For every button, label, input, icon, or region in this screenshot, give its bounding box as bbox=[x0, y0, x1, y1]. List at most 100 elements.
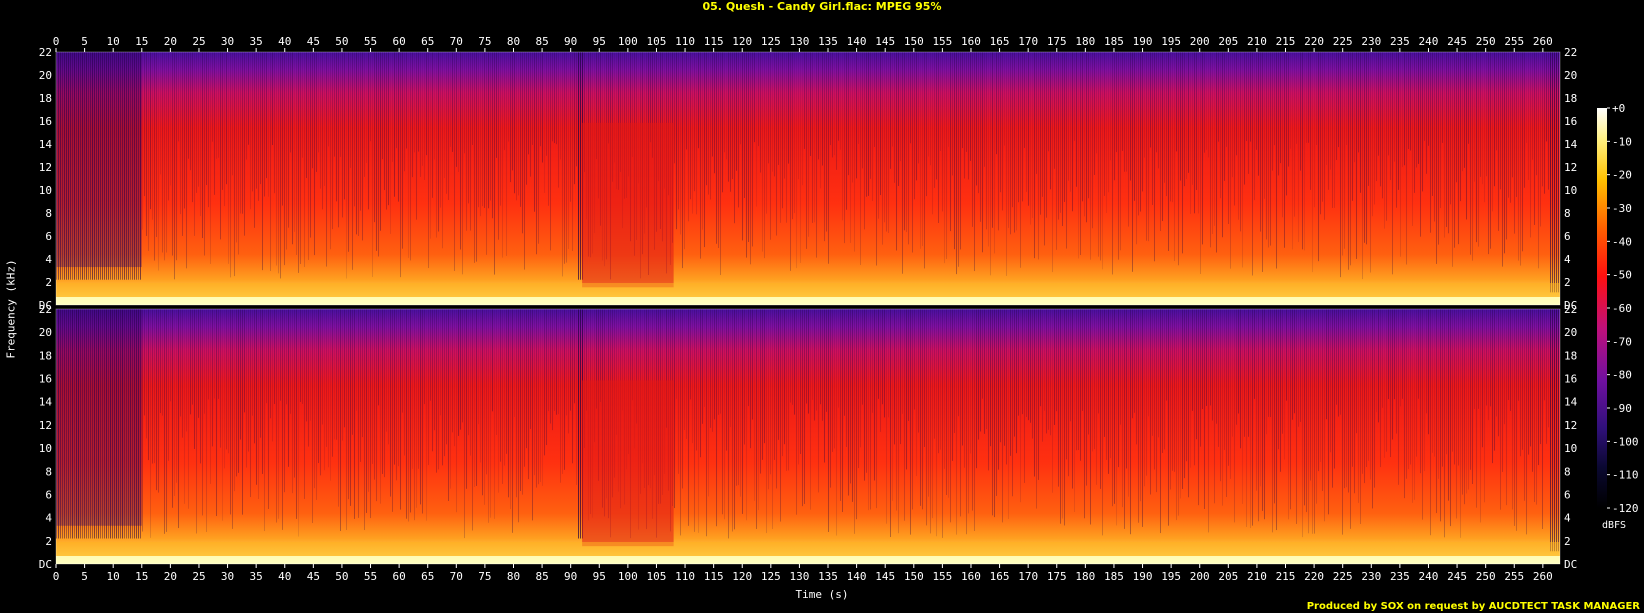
colorbar-tick-label: -30 bbox=[1612, 202, 1632, 215]
y-tick-label-right: 18 bbox=[1564, 92, 1577, 105]
x-tick-bottom-label: 220 bbox=[1304, 570, 1324, 583]
x-tick-bottom-label: 35 bbox=[250, 570, 263, 583]
x-tick-top-label: 260 bbox=[1533, 35, 1553, 48]
y-tick-label-left: 4 bbox=[45, 253, 52, 266]
x-tick-top-label: 135 bbox=[818, 35, 838, 48]
x-tick-top-label: 255 bbox=[1504, 35, 1524, 48]
x-tick-bottom-label: 200 bbox=[1190, 570, 1210, 583]
x-tick-bottom-label: 230 bbox=[1361, 570, 1381, 583]
x-tick-bottom-label: 100 bbox=[618, 570, 638, 583]
x-tick-top-label: 120 bbox=[732, 35, 752, 48]
x-tick-top-label: 160 bbox=[961, 35, 981, 48]
colorbar-tick-label: -10 bbox=[1612, 135, 1632, 148]
channel-panel-2 bbox=[55, 308, 1561, 565]
y-tick-label-right: DC bbox=[1564, 299, 1577, 312]
colorbar-tick-label: -20 bbox=[1612, 169, 1632, 182]
x-tick-top-label: 70 bbox=[450, 35, 463, 48]
x-tick-top-label: 235 bbox=[1390, 35, 1410, 48]
low-band bbox=[56, 556, 1560, 564]
x-tick-bottom-label: 110 bbox=[675, 570, 695, 583]
colorbar-tick-label: +0 bbox=[1612, 102, 1625, 115]
y-tick-label-right: DC bbox=[1564, 558, 1577, 571]
y-tick-label-left: 14 bbox=[39, 396, 53, 409]
x-tick-bottom-label: 90 bbox=[564, 570, 577, 583]
colorbar-tick-label: -90 bbox=[1612, 402, 1632, 415]
x-tick-top-label: 185 bbox=[1104, 35, 1124, 48]
x-tick-bottom-label: 50 bbox=[335, 570, 348, 583]
y-tick-label-left: 10 bbox=[39, 184, 52, 197]
x-tick-top-label: 5 bbox=[81, 35, 88, 48]
channel-panel-1 bbox=[55, 51, 1561, 306]
x-tick-top-label: 155 bbox=[932, 35, 952, 48]
y-tick-label-left: 6 bbox=[45, 488, 52, 501]
x-tick-bottom-label: 250 bbox=[1476, 570, 1496, 583]
breakdown-shade bbox=[582, 122, 674, 288]
x-tick-bottom-label: 85 bbox=[535, 570, 548, 583]
x-tick-bottom-label: 260 bbox=[1533, 570, 1553, 583]
x-tick-top-label: 20 bbox=[164, 35, 177, 48]
y-tick-label-right: 6 bbox=[1564, 230, 1571, 243]
y-tick-label-left: 4 bbox=[45, 512, 52, 525]
x-tick-top-label: 65 bbox=[421, 35, 434, 48]
y-tick-label-right: 22 bbox=[1564, 303, 1577, 316]
x-tick-bottom-label: 225 bbox=[1333, 570, 1353, 583]
x-tick-bottom-label: 165 bbox=[990, 570, 1010, 583]
x-tick-bottom-label: 255 bbox=[1504, 570, 1524, 583]
x-tick-top-label: 110 bbox=[675, 35, 695, 48]
y-tick-label-right: 8 bbox=[1564, 465, 1571, 478]
y-tick-label-left: 12 bbox=[39, 161, 52, 174]
x-tick-bottom-label: 160 bbox=[961, 570, 981, 583]
x-tick-top-label: 220 bbox=[1304, 35, 1324, 48]
y-tick-label-right: 12 bbox=[1564, 161, 1577, 174]
colorbar-gradient bbox=[1597, 108, 1607, 508]
x-tick-bottom-label: 130 bbox=[789, 570, 809, 583]
x-tick-bottom-label: 240 bbox=[1419, 570, 1439, 583]
x-tick-bottom-label: 145 bbox=[875, 570, 895, 583]
y-tick-label-right: 2 bbox=[1564, 535, 1571, 548]
x-tick-top-label: 85 bbox=[535, 35, 548, 48]
colorbar-tick-label: -120 bbox=[1612, 502, 1639, 515]
intro-shade bbox=[56, 309, 142, 526]
x-tick-bottom-label: 185 bbox=[1104, 570, 1124, 583]
colorbar-tick-label: -50 bbox=[1612, 269, 1632, 282]
x-tick-top-label: 140 bbox=[847, 35, 867, 48]
x-tick-top-label: 180 bbox=[1075, 35, 1095, 48]
x-tick-bottom-label: 95 bbox=[593, 570, 606, 583]
x-tick-bottom-label: 115 bbox=[704, 570, 724, 583]
colorbar-tick-label: -70 bbox=[1612, 335, 1632, 348]
y-tick-label-left: 12 bbox=[39, 419, 52, 432]
x-tick-top-label: 130 bbox=[789, 35, 809, 48]
x-tick-bottom-label: 60 bbox=[392, 570, 405, 583]
colorbar: +0 -10 -20 -30 -40 -50 -60 -70 -80 -90 -100 -110 -12… bbox=[1597, 102, 1639, 515]
x-tick-bottom-label: 150 bbox=[904, 570, 924, 583]
chart-title: 05. Quesh - Candy Girl.flac: MPEG 95% bbox=[702, 0, 942, 13]
colorbar-tick-label: -40 bbox=[1612, 235, 1632, 248]
low-mid-band bbox=[56, 283, 1560, 297]
x-tick-bottom-label: 140 bbox=[847, 570, 867, 583]
x-tick-top-label: 0 bbox=[53, 35, 60, 48]
y-tick-label-left: 8 bbox=[45, 465, 52, 478]
x-tick-top-label: 90 bbox=[564, 35, 577, 48]
x-tick-top-label: 165 bbox=[990, 35, 1010, 48]
y-tick-label-right: 20 bbox=[1564, 69, 1577, 82]
colorbar-tick-label: -80 bbox=[1612, 369, 1632, 382]
x-tick-bottom-label: 155 bbox=[932, 570, 952, 583]
x-tick-top-label: 245 bbox=[1447, 35, 1467, 48]
spectrum-body bbox=[56, 309, 1560, 564]
x-tick-top-label: 15 bbox=[135, 35, 148, 48]
x-tick-top-label: 250 bbox=[1476, 35, 1496, 48]
x-tick-top-label: 240 bbox=[1419, 35, 1439, 48]
x-tick-top-label: 225 bbox=[1333, 35, 1353, 48]
y-tick-label-right: 22 bbox=[1564, 46, 1577, 59]
y-tick-label-left: 20 bbox=[39, 69, 52, 82]
x-tick-bottom-label: 75 bbox=[478, 570, 491, 583]
x-tick-top-label: 205 bbox=[1218, 35, 1238, 48]
x-tick-top-label: 35 bbox=[250, 35, 263, 48]
y-tick-label-left: 16 bbox=[39, 115, 52, 128]
x-tick-bottom-label: 190 bbox=[1133, 570, 1153, 583]
y-tick-label-right: 4 bbox=[1564, 512, 1571, 525]
x-tick-bottom-label: 15 bbox=[135, 570, 148, 583]
colorbar-tick-label: -100 bbox=[1612, 435, 1639, 448]
